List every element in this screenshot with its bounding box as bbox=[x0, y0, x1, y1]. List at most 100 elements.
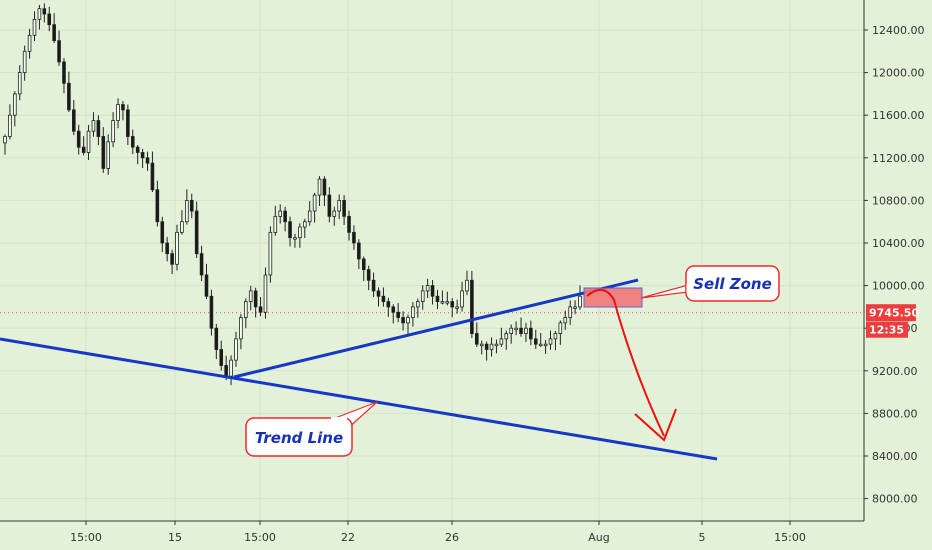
sell-zone-callout-joint bbox=[686, 284, 691, 293]
candle-body bbox=[332, 210, 337, 217]
candle-body bbox=[194, 210, 199, 255]
trend-line-callout[interactable]: Trend Line bbox=[245, 401, 378, 457]
candle-body bbox=[22, 50, 27, 73]
candle-body bbox=[484, 343, 489, 350]
candle-body bbox=[27, 34, 32, 52]
candle-body bbox=[396, 311, 400, 318]
candle-body bbox=[268, 231, 273, 276]
trend-line-label: Trend Line bbox=[255, 429, 343, 447]
candle-body bbox=[430, 285, 435, 297]
candle-body bbox=[72, 109, 76, 132]
price-tick-label: 8000.00 bbox=[872, 493, 918, 506]
candle-body bbox=[239, 317, 243, 340]
candle-body bbox=[224, 365, 228, 377]
candle-body bbox=[244, 301, 248, 318]
candle-body bbox=[543, 343, 548, 347]
rising-trend-line-drawing[interactable] bbox=[233, 278, 639, 379]
time-tick-label: 22 bbox=[341, 531, 355, 544]
candle-body bbox=[420, 290, 425, 302]
candle-body bbox=[8, 114, 12, 137]
candle-body bbox=[376, 290, 381, 297]
candle-body bbox=[155, 189, 160, 223]
price-tick-label: 11200.00 bbox=[872, 152, 925, 165]
time-tick-label: 15:00 bbox=[70, 531, 102, 544]
candle-body bbox=[209, 295, 214, 329]
candle-body bbox=[440, 301, 445, 304]
candle-body bbox=[371, 279, 376, 292]
time-tick-label: 15:00 bbox=[774, 531, 806, 544]
time-tick-label: 5 bbox=[699, 531, 706, 544]
candle-body bbox=[357, 242, 361, 260]
candle-body bbox=[312, 194, 317, 212]
candle-body bbox=[327, 194, 332, 217]
candle-body bbox=[509, 327, 513, 334]
candle-body bbox=[317, 178, 322, 196]
candle-body bbox=[185, 199, 189, 223]
candle-body bbox=[465, 279, 469, 292]
candle-body bbox=[533, 338, 538, 345]
candle-body bbox=[180, 221, 184, 233]
price-tick-label: 11600.00 bbox=[872, 109, 925, 122]
candle-body bbox=[524, 327, 528, 334]
price-tick-label: 12400.00 bbox=[872, 24, 925, 37]
candle-body bbox=[474, 333, 479, 345]
time-tick-label: 15:00 bbox=[244, 531, 276, 544]
candle-body bbox=[52, 24, 56, 42]
candle-body bbox=[347, 215, 351, 233]
candle-body bbox=[130, 136, 135, 148]
candle-body bbox=[47, 13, 52, 26]
candle-body bbox=[489, 343, 494, 350]
trend-line-drawing[interactable] bbox=[0, 337, 718, 461]
candle-body bbox=[425, 285, 430, 292]
candle-body bbox=[248, 290, 253, 302]
candle-body bbox=[170, 253, 174, 265]
candle-body bbox=[401, 317, 405, 324]
candle-body bbox=[234, 338, 238, 361]
candle-body bbox=[416, 301, 420, 308]
time-tick-label: Aug bbox=[588, 531, 609, 544]
sell-zone-callout[interactable]: Sell Zone bbox=[640, 265, 780, 302]
price-tick-label: 10400.00 bbox=[872, 237, 925, 250]
candle-body bbox=[450, 301, 455, 308]
sell-zone-callout-box bbox=[685, 265, 780, 302]
price-axis[interactable]: 8000.008400.008800.009200.009600.0010000… bbox=[864, 24, 925, 506]
candle-body bbox=[253, 290, 258, 308]
candle-body bbox=[406, 317, 410, 324]
candle-body bbox=[352, 231, 356, 244]
candle-body bbox=[298, 226, 302, 239]
candle-body bbox=[558, 322, 563, 334]
candle-body bbox=[17, 72, 22, 95]
candle-body bbox=[145, 157, 150, 164]
candle-body bbox=[366, 269, 371, 281]
candle-body bbox=[42, 8, 47, 15]
price-tick-label: 8400.00 bbox=[872, 450, 918, 463]
candle-body bbox=[568, 306, 572, 318]
candle-body bbox=[386, 301, 391, 308]
candle-body bbox=[322, 178, 327, 196]
candle-body bbox=[86, 130, 91, 153]
countdown-value: 12:35 bbox=[869, 324, 904, 337]
candle-body bbox=[553, 333, 558, 340]
price-tick-label: 10000.00 bbox=[872, 280, 925, 293]
last-price-badge-bg bbox=[866, 304, 916, 322]
candle-body bbox=[293, 237, 297, 240]
candle-body bbox=[13, 93, 17, 116]
time-axis[interactable]: 15:00 15 15:00 22 26 Aug 5 15:00 bbox=[70, 521, 806, 544]
time-tick-label: 15 bbox=[168, 531, 182, 544]
projection-arrowhead bbox=[634, 408, 677, 442]
candle-body bbox=[81, 146, 86, 153]
candle-body bbox=[76, 130, 81, 148]
candle-body bbox=[337, 199, 341, 212]
candle-body bbox=[91, 120, 96, 132]
last-price-badge: 9745.50 bbox=[866, 304, 919, 322]
candle-body bbox=[165, 242, 169, 255]
candle-body bbox=[519, 327, 523, 334]
candle-body bbox=[37, 8, 42, 20]
sell-zone-label: Sell Zone bbox=[693, 275, 772, 293]
candle-body bbox=[57, 40, 61, 63]
candle-body bbox=[189, 199, 194, 212]
trend-line-callout-box bbox=[245, 417, 353, 457]
candle-body bbox=[435, 295, 440, 302]
candle-body bbox=[573, 306, 577, 309]
